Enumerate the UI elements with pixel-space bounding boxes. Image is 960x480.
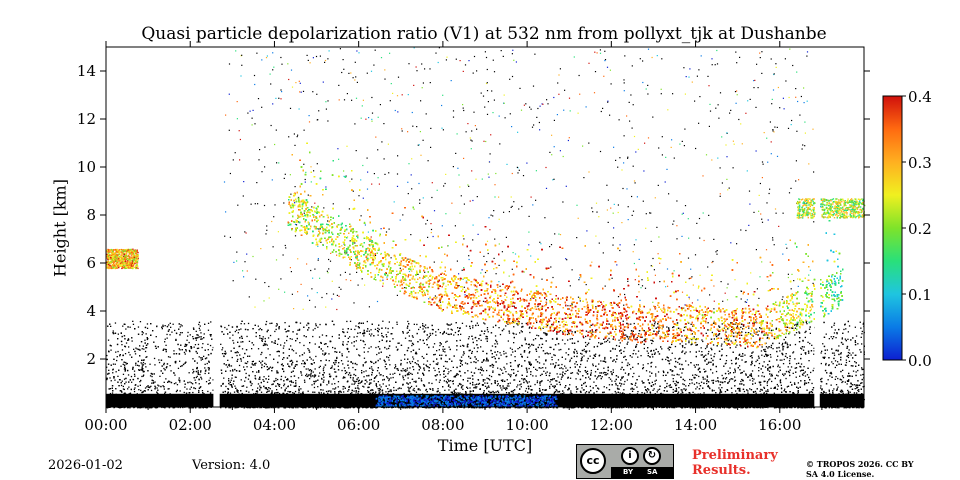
y-tick-label: 6	[86, 254, 96, 272]
share-alike-icon: ↻	[643, 447, 661, 465]
colorbar-tick-label: 0.0	[908, 352, 932, 370]
data-gap-1	[814, 47, 820, 407]
copyright-note: © TROPOS 2026. CC BY SA 4.0 License.	[806, 459, 916, 479]
preliminary-results-note: Preliminary Results.	[692, 448, 792, 478]
noise-scatter	[223, 47, 815, 311]
by-person-icon: i	[621, 447, 639, 465]
data-gap-0	[213, 47, 220, 407]
date-label: 2026-01-02	[48, 458, 123, 473]
x-axis-label: Time [UTC]	[438, 436, 532, 455]
x-tick-label: 02:00	[169, 416, 212, 434]
y-tick-label: 8	[86, 206, 96, 224]
x-tick-label: 00:00	[84, 416, 127, 434]
x-tick-label: 12:00	[590, 416, 633, 434]
boundary-layer-signal	[106, 320, 865, 409]
colorbar-tick-label: 0.1	[908, 286, 932, 304]
chart-title: Quasi particle depolarization ratio (V1)…	[0, 24, 960, 44]
y-tick-label: 10	[77, 158, 96, 176]
colorbar-tick-label: 0.4	[908, 88, 932, 106]
colorbar	[882, 95, 903, 361]
cc-license-badge: cc i ↻ BY SA	[576, 444, 674, 479]
x-tick-label: 08:00	[421, 416, 464, 434]
colorbar-tick-label: 0.2	[908, 220, 932, 238]
x-tick-label: 16:00	[758, 416, 801, 434]
colorbar-tick-label: 0.3	[908, 154, 932, 172]
y-axis-label: Height [km]	[51, 179, 70, 277]
early-layer	[106, 248, 139, 270]
y-tick-label: 2	[86, 350, 96, 368]
late-layer	[796, 198, 866, 219]
sa-text: SA	[647, 468, 657, 476]
x-tick-label: 10:00	[505, 416, 548, 434]
cc-icon: cc	[580, 448, 606, 474]
x-tick-label: 14:00	[674, 416, 717, 434]
cc-badge-text: BY SA	[611, 467, 673, 478]
version-label: Version: 4.0	[192, 458, 270, 473]
y-tick-label: 4	[86, 302, 96, 320]
x-tick-label: 04:00	[253, 416, 296, 434]
x-tick-label: 06:00	[337, 416, 380, 434]
aerosol-layer	[287, 142, 844, 349]
y-tick-label: 14	[77, 62, 96, 80]
y-tick-label: 12	[77, 110, 96, 128]
by-text: BY	[623, 468, 633, 476]
